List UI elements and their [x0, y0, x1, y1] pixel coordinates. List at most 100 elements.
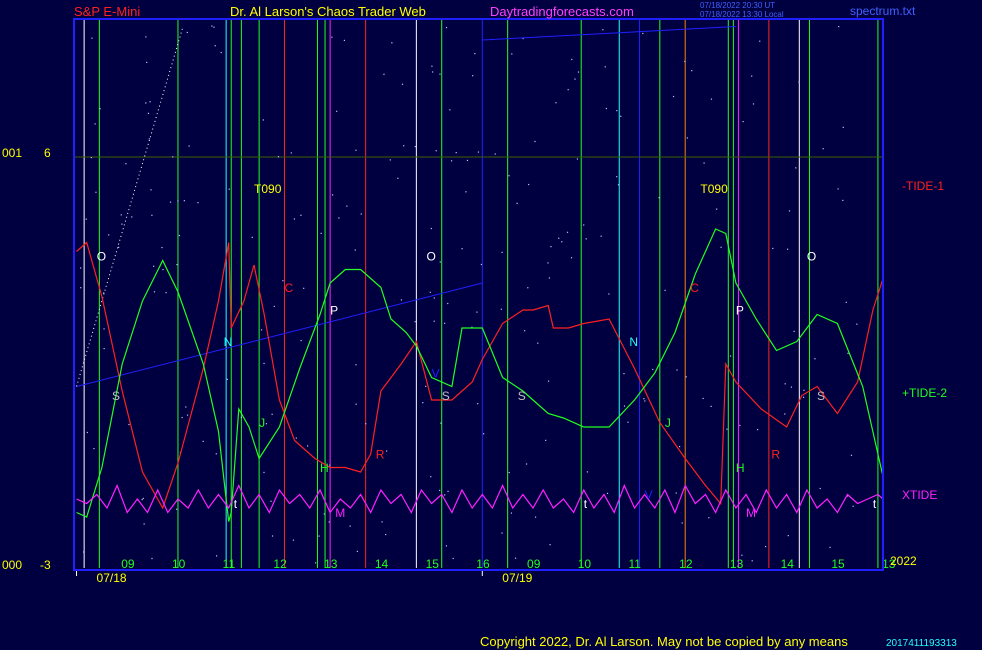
speckle-dot	[403, 145, 405, 147]
speckle-dot	[461, 248, 463, 250]
speckle-dot	[131, 216, 133, 218]
speckle-dot	[400, 299, 403, 301]
event-marker: P	[330, 304, 338, 318]
speckle-dot	[331, 194, 334, 196]
hour-tick-label: 11	[628, 557, 641, 571]
speckle-dot	[522, 37, 524, 40]
copyright-text: Copyright 2022, Dr. Al Larson. May not b…	[480, 634, 848, 649]
event-marker: H	[320, 461, 329, 475]
speckle-dot	[433, 297, 435, 299]
speckle-dot	[449, 109, 451, 111]
speckle-dot	[414, 321, 416, 323]
speckle-dot	[85, 218, 87, 220]
event-marker: S	[112, 389, 120, 403]
speckle-dot	[401, 83, 404, 85]
speckle-dot	[784, 383, 786, 385]
speckle-dot	[277, 156, 280, 158]
speckle-dot	[151, 557, 153, 560]
speckle-dot	[90, 156, 92, 159]
hour-tick-label: 09	[121, 557, 135, 571]
speckle-dot	[153, 291, 156, 293]
speckle-dot	[146, 61, 148, 63]
speckle-dot	[143, 523, 145, 525]
speckle-dot	[108, 234, 110, 236]
speckle-dot	[627, 421, 629, 423]
speckle-dot	[616, 109, 618, 112]
speckle-dot	[644, 400, 646, 402]
speckle-dot	[514, 557, 517, 559]
hour-tick-label: 13	[324, 557, 338, 571]
speckle-dot	[343, 39, 346, 41]
speckle-dot	[756, 429, 759, 431]
speckle-dot	[383, 73, 385, 75]
vertical-time-lines	[83, 20, 879, 568]
speckle-dot	[678, 445, 681, 448]
speckle-dot	[764, 545, 767, 548]
speckle-dot	[331, 36, 333, 38]
speckle-dot	[480, 263, 482, 266]
footer-time: 2017411193313	[886, 638, 957, 649]
series-line-xtide	[76, 483, 884, 515]
speckle-dot	[477, 403, 479, 405]
speckle-dot	[447, 302, 449, 305]
speckle-dot	[338, 217, 340, 219]
speckle-dot	[103, 328, 105, 330]
speckle-dot	[346, 205, 348, 207]
speckle-dot	[784, 413, 786, 415]
event-marker: T090	[700, 182, 728, 196]
speckle-dot	[149, 101, 151, 103]
speckle-dot	[306, 445, 309, 447]
event-marker: O	[97, 250, 106, 264]
speckle-dot	[385, 533, 387, 536]
speckle-dot	[716, 208, 718, 210]
speckle-dot	[570, 257, 573, 259]
speckle-dot	[842, 126, 844, 128]
speckle-dot	[153, 265, 155, 267]
speckle-dot	[476, 311, 478, 313]
speckle-dot	[547, 380, 550, 382]
speckle-dot	[602, 29, 604, 31]
speckle-dot	[710, 98, 713, 100]
speckle-dot	[606, 492, 609, 495]
speckle-dot	[508, 175, 510, 177]
speckle-dot	[829, 546, 831, 548]
speckle-dot	[845, 301, 847, 303]
speckle-dot	[534, 516, 537, 518]
time-ut: 07/18/2022 20:30 UT	[700, 1, 776, 10]
speckle-dots	[80, 25, 858, 564]
speckle-dot	[214, 45, 216, 47]
event-marker: J	[665, 416, 671, 430]
speckle-dot	[511, 53, 513, 55]
speckle-dot	[355, 403, 357, 405]
speckle-dot	[850, 454, 853, 456]
series-label: +TIDE-2	[902, 386, 947, 400]
event-marker: N	[224, 335, 233, 349]
y-left-bottom: -3	[40, 558, 51, 572]
speckle-dot	[623, 405, 626, 407]
speckle-dot	[271, 413, 273, 415]
speckle-dot	[355, 149, 357, 151]
speckle-dot	[675, 492, 677, 494]
speckle-dot	[720, 246, 722, 248]
speckle-dot	[642, 32, 644, 35]
speckle-dot	[567, 89, 569, 91]
hour-tick-label: 09	[527, 557, 541, 571]
speckle-dot	[142, 497, 144, 500]
speckle-dot	[847, 352, 849, 354]
speckle-dot	[708, 517, 710, 519]
speckle-dot	[121, 223, 123, 225]
trend-line-blue	[76, 282, 483, 387]
speckle-dot	[620, 115, 622, 117]
speckle-dot	[263, 471, 265, 474]
speckle-dot	[477, 151, 480, 153]
speckle-dot	[528, 183, 530, 186]
hour-tick-labels: 09 10 11 12 13 14 15 16 09 10 11 12 13 14 15 13	[121, 557, 896, 571]
speckle-dot	[741, 554, 743, 556]
trend-line-dotted	[76, 26, 184, 387]
speckle-dot	[561, 241, 563, 243]
speckle-dot	[80, 287, 82, 289]
event-marker: P	[736, 304, 744, 318]
speckle-dot	[186, 31, 188, 34]
site-title[interactable]: Daytradingforecasts.com	[490, 4, 634, 19]
speckle-dot	[185, 406, 187, 408]
